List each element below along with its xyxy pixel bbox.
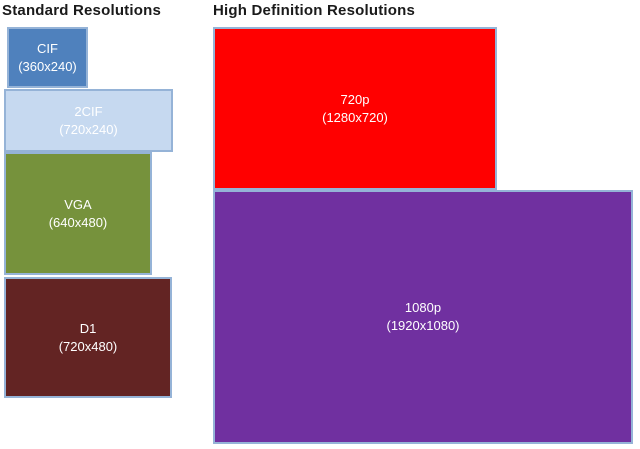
resolution-name: 2CIF (74, 103, 103, 119)
standard-resolutions-title: Standard Resolutions (2, 2, 162, 19)
resolution-size: (1280x720) (322, 109, 388, 125)
resolution-name: 1080p (404, 300, 442, 315)
resolution-box-1080p: 1080p (1920x1080) (213, 190, 633, 444)
resolution-name: 720p (340, 91, 370, 107)
resolution-size: (640x480) (48, 214, 108, 230)
resolution-name: CIF (37, 40, 58, 56)
resolution-box-vga: VGA (640x480) (4, 152, 152, 275)
resolution-box-d1: D1 (720x480) (4, 277, 172, 398)
resolution-size: (720x480) (58, 338, 118, 354)
resolution-box-720p: 720p (1280x720) (213, 27, 497, 190)
resolution-name: VGA (64, 196, 92, 212)
high-definition-resolutions-title: High Definition Resolutions (213, 2, 416, 19)
resolution-size: (1920x1080) (386, 318, 460, 333)
resolution-box-2cif: 2CIF (720x240) (4, 89, 173, 152)
resolution-size: (720x240) (59, 121, 118, 137)
resolution-box-cif: CIF (360x240) (7, 27, 88, 88)
resolution-name: D1 (79, 320, 97, 336)
resolution-size: (360x240) (18, 58, 77, 74)
